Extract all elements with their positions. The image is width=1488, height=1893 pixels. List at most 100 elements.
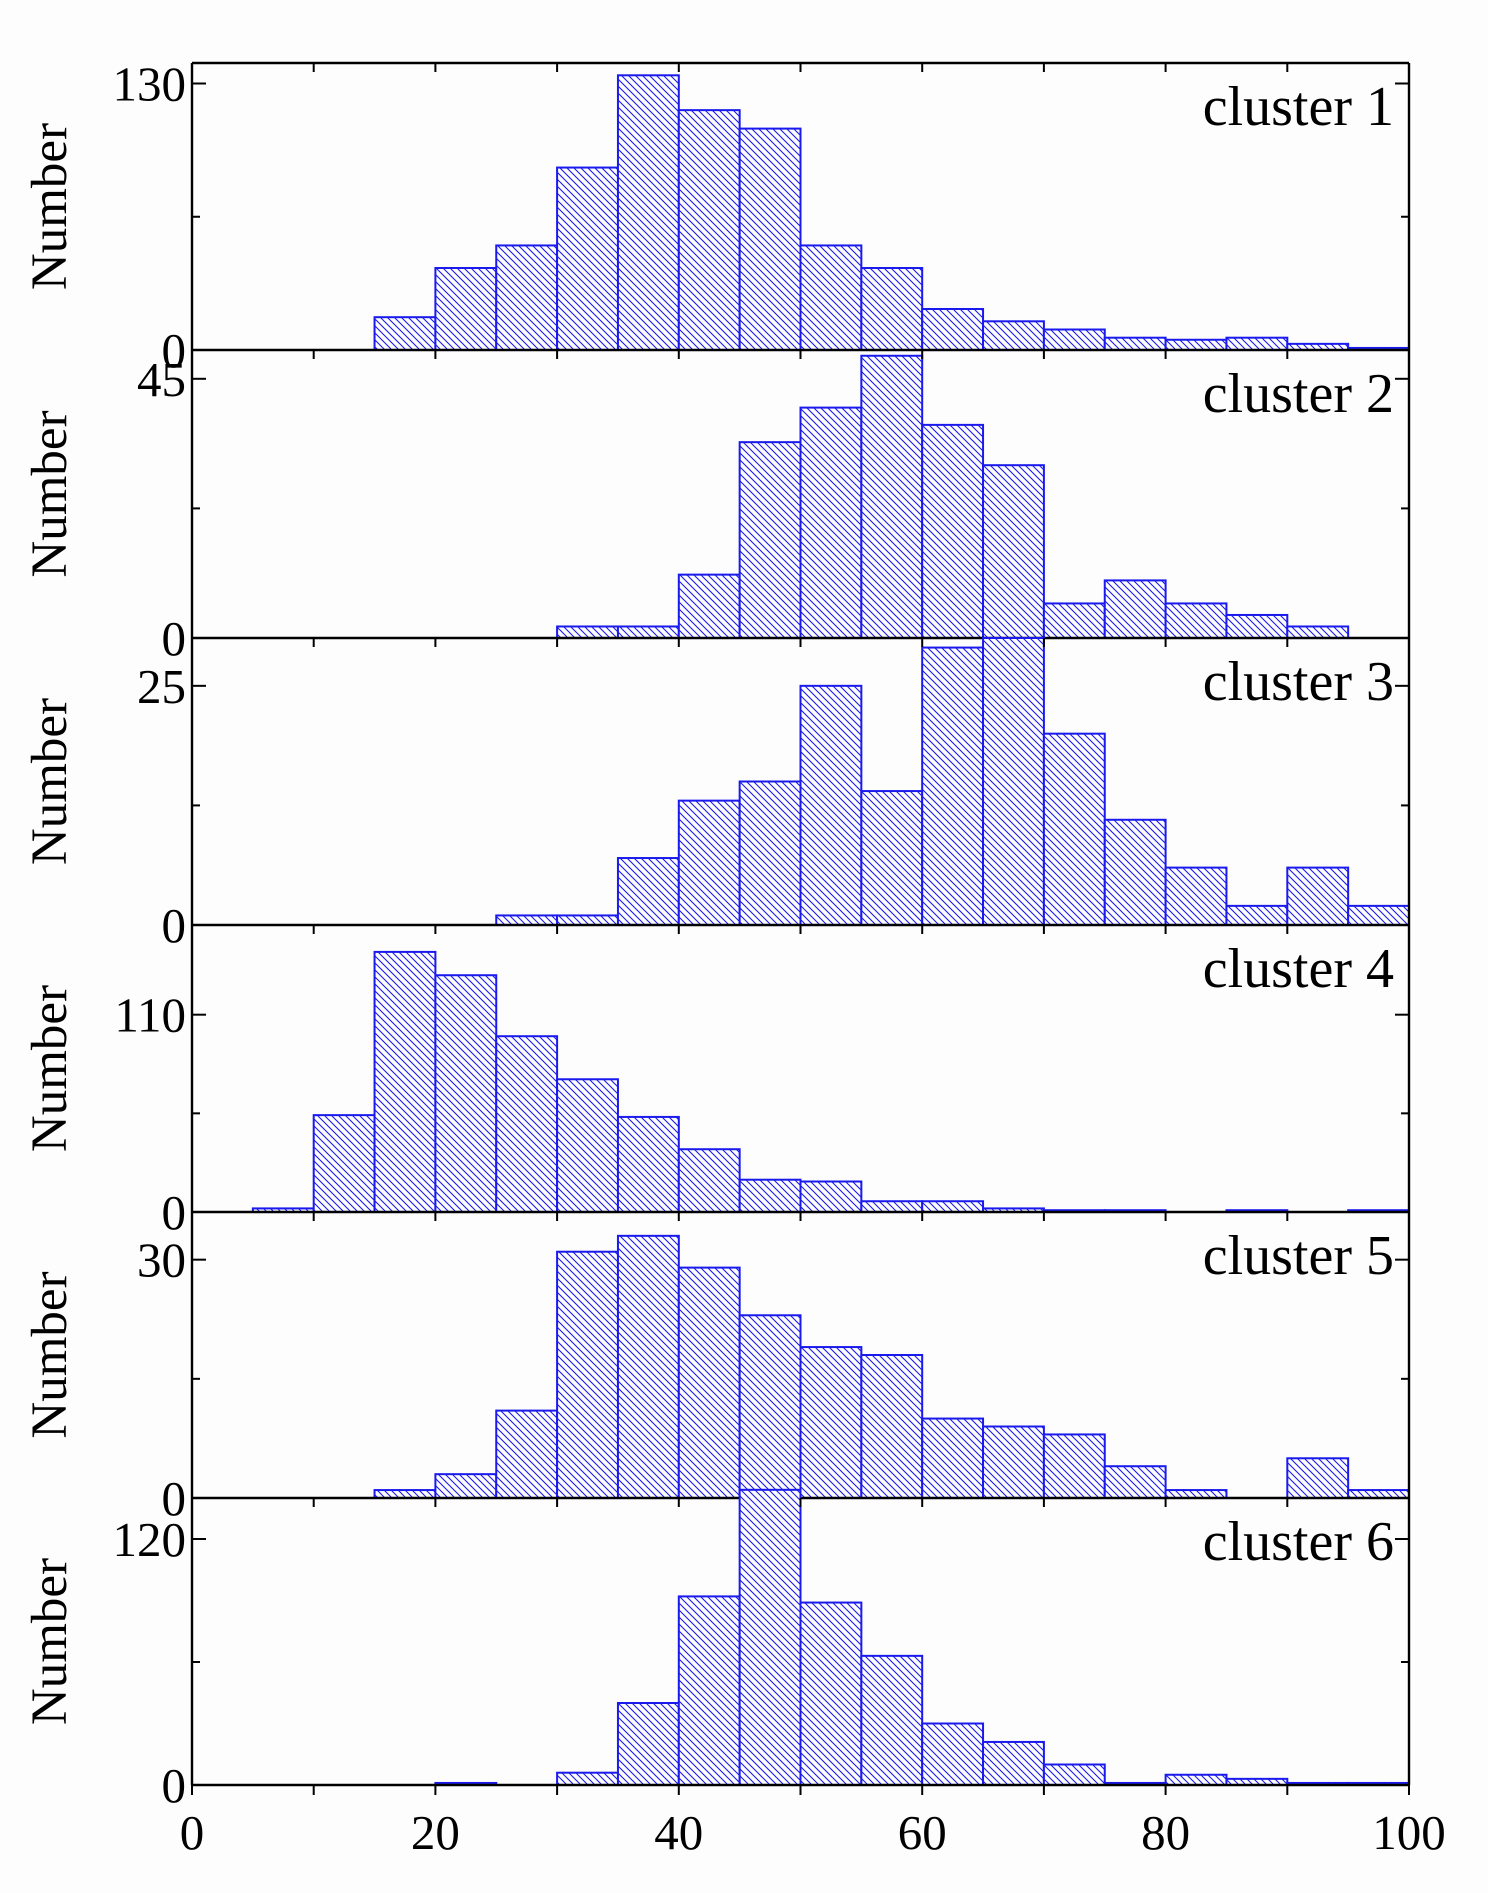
bar <box>738 127 802 351</box>
bar <box>1042 1433 1106 1500</box>
bar <box>556 166 619 351</box>
bar <box>1347 904 1411 926</box>
panel-label: cluster 6 <box>1203 1511 1394 1573</box>
bar <box>677 573 741 640</box>
bar <box>860 790 924 926</box>
bar <box>738 1178 802 1214</box>
bar <box>738 1314 802 1500</box>
bar <box>556 1250 619 1499</box>
bar <box>1042 602 1106 640</box>
panel-label: cluster 2 <box>1203 363 1394 425</box>
bar <box>860 1654 924 1786</box>
y-axis-label: Number <box>22 410 78 577</box>
bar <box>799 406 863 639</box>
y-axis-label: Number <box>22 1271 78 1438</box>
bar <box>921 1417 985 1499</box>
bar <box>1225 613 1289 640</box>
y-axis-label: Number <box>22 698 78 865</box>
x-tick-label: 80 <box>1141 1805 1190 1860</box>
bar <box>495 914 559 927</box>
bar <box>982 637 1045 926</box>
bar <box>799 684 863 926</box>
y-tick-label: 0 <box>162 1758 187 1813</box>
y-tick-label: 0 <box>162 611 187 666</box>
bar <box>1225 904 1289 926</box>
bar <box>1103 818 1167 926</box>
bar <box>921 646 985 926</box>
bar <box>921 423 985 639</box>
bar <box>799 244 863 351</box>
panel-1: 0 130 Number cluster 1 <box>22 57 1411 378</box>
y-tick-label: 0 <box>162 1471 187 1526</box>
y-tick-label: 45 <box>137 352 186 407</box>
x-tick-label: 60 <box>898 1805 947 1860</box>
y-axis-label: Number <box>22 123 78 290</box>
bar <box>982 1740 1045 1786</box>
bar <box>738 441 802 639</box>
bar <box>434 974 498 1213</box>
bar <box>556 1078 619 1213</box>
bar <box>1286 1457 1350 1500</box>
bar <box>860 1200 924 1214</box>
bar <box>1103 336 1167 352</box>
bar <box>616 857 680 926</box>
bar <box>677 799 741 927</box>
bar <box>616 625 680 639</box>
bar <box>921 308 985 351</box>
bar <box>1103 1465 1167 1499</box>
x-axis: 0 20 40 60 80 100 <box>180 1785 1446 1860</box>
bar <box>982 464 1045 640</box>
bar <box>1164 866 1228 926</box>
x-tick-label: 20 <box>411 1805 460 1860</box>
bar <box>616 1234 680 1500</box>
bar <box>860 267 924 351</box>
panel-label: cluster 5 <box>1203 1225 1394 1287</box>
panel-label: cluster 4 <box>1203 938 1394 1000</box>
y-axis-label: Number <box>22 985 78 1152</box>
bar <box>556 914 619 927</box>
panel-label: cluster 1 <box>1203 76 1394 138</box>
y-tick-label: 120 <box>113 1512 187 1567</box>
bar <box>616 1702 680 1786</box>
bar <box>677 1148 741 1213</box>
bar <box>921 1722 985 1786</box>
bar <box>1042 1763 1106 1786</box>
panel-4: 0 110 Number cluster 4 <box>22 925 1411 1240</box>
bar <box>1164 602 1228 640</box>
bar <box>738 780 802 926</box>
bar <box>860 1354 924 1499</box>
bar <box>799 1346 863 1499</box>
y-tick-label: 0 <box>162 323 187 378</box>
bar <box>982 320 1045 351</box>
bar <box>616 1115 680 1214</box>
y-tick-label: 25 <box>137 659 186 714</box>
bar <box>373 950 437 1213</box>
y-tick-label: 110 <box>114 988 186 1043</box>
bar <box>1164 1773 1228 1786</box>
bar <box>1286 866 1350 926</box>
bar <box>495 244 559 351</box>
bar <box>1103 579 1167 640</box>
bar <box>1286 625 1350 639</box>
bar <box>495 1035 559 1214</box>
panel-6: 0 120 Number cluster 6 <box>22 1488 1411 1813</box>
bar <box>373 316 437 352</box>
bar <box>677 1266 741 1499</box>
bar <box>616 74 680 352</box>
bar <box>677 1595 741 1787</box>
bar <box>312 1114 376 1213</box>
bar <box>860 354 924 639</box>
bar <box>799 1601 863 1787</box>
y-tick-label: 0 <box>162 1185 187 1240</box>
y-tick-label: 0 <box>162 898 187 953</box>
panel-3: 0 25 Number cluster 3 <box>22 637 1411 953</box>
bar <box>1042 732 1106 927</box>
bar <box>738 1488 802 1787</box>
bar <box>434 267 498 351</box>
bar <box>1225 336 1289 352</box>
x-tick-label: 40 <box>654 1805 703 1860</box>
bar <box>556 625 619 639</box>
bar <box>495 1409 559 1499</box>
